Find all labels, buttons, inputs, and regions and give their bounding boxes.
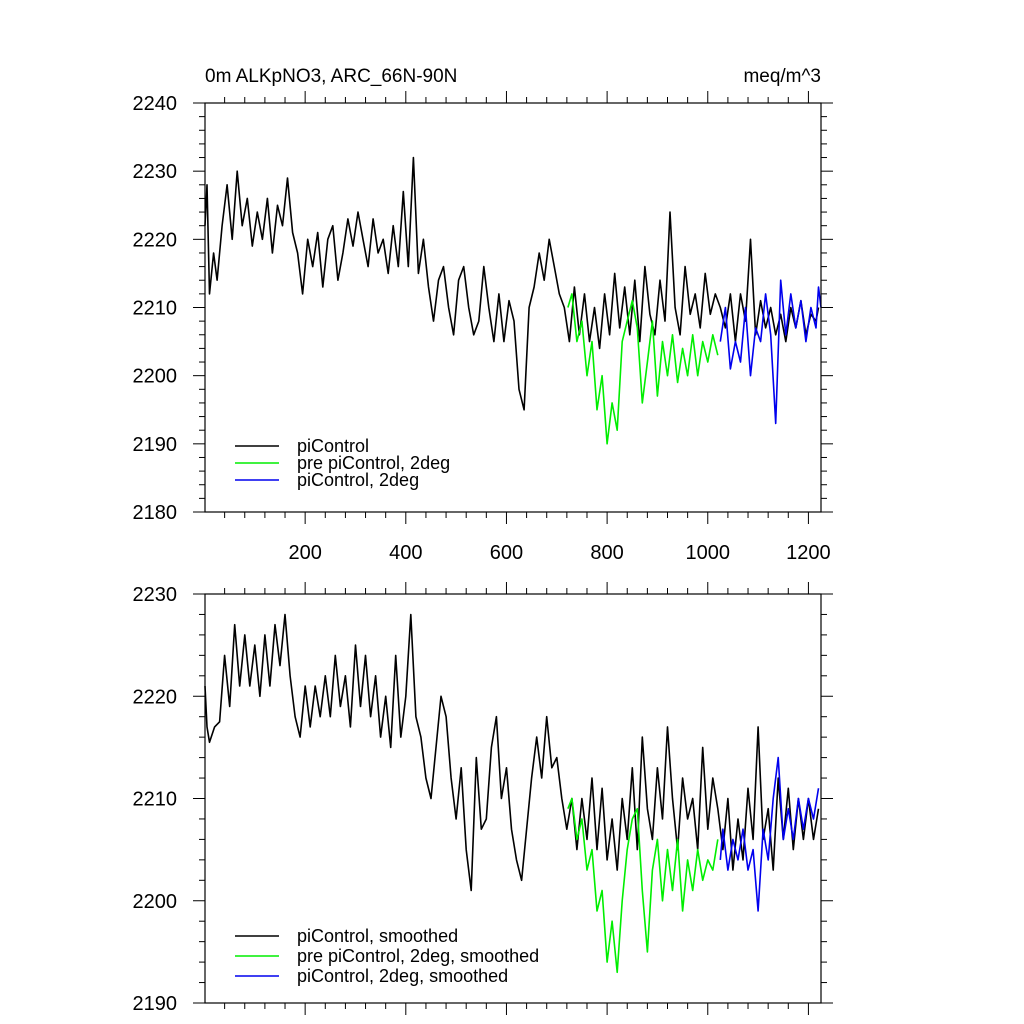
bottom-y-tick-label: 2230 xyxy=(133,584,178,606)
top-y-tick-label: 2200 xyxy=(133,366,178,388)
bottom-legend-label-3: piControl, 2deg, smoothed xyxy=(297,966,508,986)
top-x-tick-label: 400 xyxy=(389,542,422,564)
bottom-series-line-1 xyxy=(204,613,820,892)
top-panel: 0m ALKpNO3, ARC_66N-90N meq/m^3 2180 2190… xyxy=(133,66,833,564)
top-y-tick-label: 2190 xyxy=(133,434,178,456)
top-y-tick-label: 2240 xyxy=(133,93,178,115)
bottom-series-line-3 xyxy=(719,756,820,912)
bottom-series-line-2 xyxy=(567,797,719,974)
bottom-legend-label-2: pre piControl, 2deg, smoothed xyxy=(297,946,539,966)
bottom-panel-axes: 2190 2200 2210 2220 2230 xyxy=(133,582,833,1015)
top-x-tick-label: 600 xyxy=(490,542,523,564)
top-panel-title: 0m ALKpNO3, ARC_66N-90N xyxy=(205,66,457,87)
top-y-tick-label: 2210 xyxy=(133,298,178,320)
top-series-line-1 xyxy=(204,156,820,411)
bottom-y-tick-label: 2210 xyxy=(133,789,178,811)
top-y-tick-label: 2230 xyxy=(133,161,178,183)
bottom-panel-lines xyxy=(204,613,820,974)
top-x-tick-label: 200 xyxy=(288,542,321,564)
top-x-tick-label: 1000 xyxy=(686,542,731,564)
bottom-y-tick-label: 2220 xyxy=(133,686,178,708)
top-legend-label-3: piControl, 2deg xyxy=(297,470,419,490)
top-series-line-2 xyxy=(567,293,719,445)
top-panel-axes: 2180 2190 2200 2210 2220 2230 2240 200 400 600 800… xyxy=(133,91,833,564)
top-x-tick-label: 1200 xyxy=(786,542,831,564)
top-legend-label-2: pre piControl, 2deg xyxy=(297,453,450,473)
bottom-y-tick-label: 2200 xyxy=(133,891,178,913)
top-legend-label-1: piControl xyxy=(297,436,369,456)
top-x-tick-label: 800 xyxy=(590,542,623,564)
top-series-line-3 xyxy=(719,279,822,425)
top-panel-lines xyxy=(204,156,822,445)
top-y-tick-label: 2180 xyxy=(133,502,178,524)
top-panel-units: meq/m^3 xyxy=(743,66,821,87)
top-y-tick-label: 2220 xyxy=(133,229,178,251)
bottom-y-tick-label: 2190 xyxy=(133,993,178,1015)
bottom-legend-label-1: piControl, smoothed xyxy=(297,926,458,946)
bottom-panel: 2190 2200 2210 2220 2230 piControl, smoothed… xyxy=(133,582,833,1015)
